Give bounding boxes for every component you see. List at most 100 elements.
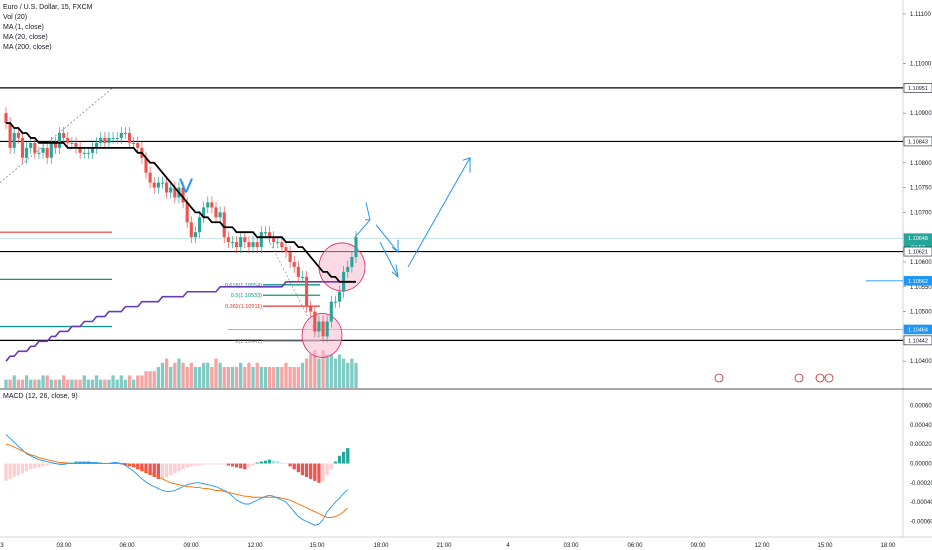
candle-body <box>12 132 16 148</box>
macd-histogram-bar <box>185 463 189 468</box>
time-tick-label: 21:00 <box>436 543 452 549</box>
legend-symbol[interactable]: Euro / U.S. Dollar, 15, FXCM <box>3 4 93 11</box>
macd-legend: MACD (12, 26, close, 9) <box>3 392 78 402</box>
candle-body <box>4 113 8 124</box>
macd-histogram-bar <box>12 463 16 477</box>
candle-body <box>239 237 243 248</box>
marker-arrow <box>179 178 187 193</box>
macd-histogram-bar <box>4 463 8 481</box>
volume-bar <box>41 375 45 388</box>
volume-bar <box>90 379 95 388</box>
candle-body <box>136 142 140 148</box>
candle-body <box>107 137 111 143</box>
macd-histogram-bar <box>140 463 144 472</box>
macd-histogram-bar <box>16 463 20 476</box>
candle-body <box>78 147 82 153</box>
macd-histogram-bar <box>94 462 99 464</box>
volume-bar <box>226 367 230 388</box>
volume-bar <box>99 379 103 388</box>
candle-body <box>144 157 148 173</box>
economic-event-icon <box>815 373 825 383</box>
candle-body <box>309 306 313 312</box>
signal-line <box>5 443 349 518</box>
macd-histogram-bar <box>169 463 173 476</box>
volume-bar <box>33 379 37 388</box>
candle-body <box>127 132 132 143</box>
macd-histogram-bar <box>193 463 198 466</box>
volume-bar <box>164 358 169 388</box>
candle-body <box>243 237 247 243</box>
macd-histogram-bar <box>333 461 338 464</box>
volume-bar <box>259 367 263 388</box>
macd-histogram-bar <box>148 463 152 476</box>
macd-histogram-bar <box>99 462 103 464</box>
volume-bar <box>276 367 280 388</box>
legend-macd[interactable]: MACD (12, 26, close, 9) <box>3 393 78 400</box>
projection-arrow-1 <box>354 219 371 238</box>
volume-bar <box>300 362 305 388</box>
candle-body <box>284 247 288 253</box>
economic-event-icon <box>824 373 834 383</box>
legend-ma200[interactable]: MA (200, close) <box>3 44 52 51</box>
volume-bar <box>288 367 292 388</box>
candle-body <box>132 142 136 144</box>
candle-body <box>49 142 53 158</box>
macd-histogram-bar <box>292 463 296 470</box>
candle-body <box>346 266 350 272</box>
candle-body <box>111 137 115 139</box>
macd-histogram-bar <box>144 463 148 474</box>
macd-histogram-bar <box>226 463 230 466</box>
candle-body <box>160 182 165 184</box>
candle-body <box>16 132 20 138</box>
candle-body <box>169 187 173 193</box>
macd-histogram-bar <box>243 463 247 470</box>
volume-bar <box>272 367 276 388</box>
volume-bar <box>329 354 333 388</box>
macd-histogram-bar <box>181 463 185 470</box>
price-axis-label <box>903 335 932 346</box>
macd-histogram-bar <box>255 462 259 464</box>
price-tick-label: 1.10500 <box>910 310 932 316</box>
legend-volume[interactable]: Vol (20) <box>3 14 28 21</box>
macd-tick-label: 0.00040 <box>910 423 932 429</box>
volume-bar <box>45 375 49 388</box>
volume-bar <box>20 379 25 388</box>
time-tick-label: 03:00 <box>563 543 579 549</box>
price-tick-label: 1.10900 <box>910 111 932 117</box>
time-tick-label: 15:00 <box>309 543 325 549</box>
volume-bar <box>185 367 189 388</box>
macd-histogram-bar <box>218 463 222 465</box>
macd-histogram-bar <box>288 463 292 467</box>
volume-bar <box>234 367 239 388</box>
price-axis-label <box>903 136 932 147</box>
macd-histogram-bar <box>296 463 300 473</box>
candle-body <box>119 132 123 138</box>
volume-bar <box>136 375 140 388</box>
candle-body <box>53 142 57 148</box>
macd-histogram-bar <box>251 463 255 466</box>
volume-bar <box>222 367 226 388</box>
volume-bar <box>8 379 12 388</box>
candle-body <box>206 202 210 208</box>
legend-ma1[interactable]: MA (1, close) <box>3 24 44 31</box>
volume-bar <box>94 375 99 388</box>
macd-histogram-bar <box>33 463 37 469</box>
candle-body <box>99 137 103 143</box>
macd-histogram-bar <box>280 462 284 464</box>
volume-bar <box>292 367 296 388</box>
macd-histogram-bar <box>29 463 33 470</box>
macd-histogram-bar <box>49 463 53 465</box>
volume-bar <box>210 367 214 388</box>
macd-histogram-bar <box>346 448 350 464</box>
candle-body <box>185 202 189 223</box>
volume-bar <box>296 367 300 388</box>
candle-body <box>333 301 337 303</box>
legend-ma20[interactable]: MA (20, close) <box>3 34 48 41</box>
volume-bar <box>53 379 58 388</box>
macd-histogram-bar <box>247 463 251 468</box>
volume-bar <box>218 362 222 388</box>
volume-bar <box>144 371 148 388</box>
price-tick-label: 1.10800 <box>910 161 932 167</box>
volume-bar <box>333 358 338 388</box>
